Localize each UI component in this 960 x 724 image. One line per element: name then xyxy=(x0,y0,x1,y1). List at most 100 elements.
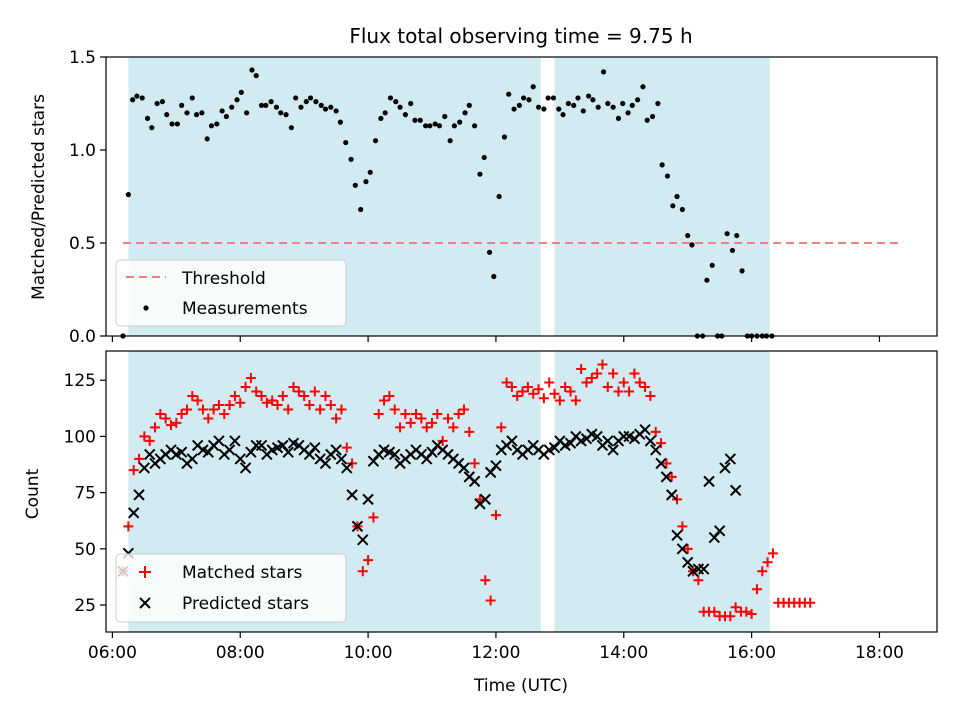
top-y-axis-label: Matched/Predicted stars xyxy=(29,94,49,300)
matched-star-point xyxy=(134,453,145,464)
predicted-star-point xyxy=(389,448,401,461)
matched-star-point xyxy=(602,381,613,392)
predicted-star-point xyxy=(676,543,689,555)
measurement-point xyxy=(640,84,646,90)
measurement-point xyxy=(575,95,581,101)
top-y-tick-label: 1.5 xyxy=(69,48,96,68)
matched-star-point xyxy=(666,471,677,482)
predicted-star-point xyxy=(346,489,358,501)
predicted-star-point xyxy=(335,453,348,465)
measurement-point xyxy=(586,93,592,99)
measurement-point xyxy=(664,173,671,179)
measurement-point xyxy=(189,95,195,101)
x-tick-label: 08:00 xyxy=(216,643,265,663)
matched-star-point xyxy=(597,359,608,370)
measurement-point xyxy=(179,102,185,108)
measurement-point xyxy=(550,95,557,101)
matched-star-point xyxy=(592,368,603,379)
measurement-point xyxy=(556,106,562,112)
matched-star-point xyxy=(746,609,757,620)
predicted-star-point xyxy=(602,435,614,447)
matched-star-point xyxy=(709,606,720,617)
matched-star-point xyxy=(203,413,214,424)
measurement-point xyxy=(679,206,685,213)
legend-measurements-label: Measurements xyxy=(182,299,308,319)
matched-star-point xyxy=(560,381,571,392)
measurement-point xyxy=(273,104,280,110)
measurement-point xyxy=(283,112,289,118)
matched-star-point xyxy=(187,390,198,401)
measurement-point xyxy=(333,108,339,114)
top-y-tick-label: 1.0 xyxy=(69,141,96,161)
predicted-star-point xyxy=(458,462,470,474)
matched-star-point xyxy=(176,408,187,419)
measurement-point xyxy=(530,84,536,90)
matched-star-point xyxy=(272,399,283,410)
measurement-point xyxy=(278,110,284,116)
measurement-point xyxy=(709,262,715,268)
matched-star-point xyxy=(139,431,150,442)
measurement-point xyxy=(169,121,175,127)
legend-threshold-label: Threshold xyxy=(181,269,266,289)
matched-star-point xyxy=(336,404,347,415)
measurement-point xyxy=(605,100,611,107)
measurement-point xyxy=(629,102,635,108)
bottom-y-axis: 25 50 75 100 125 xyxy=(64,371,106,616)
matched-star-point xyxy=(677,521,688,532)
matched-star-point xyxy=(517,386,528,397)
matched-star-point xyxy=(448,422,459,433)
predicted-star-point xyxy=(186,453,199,465)
measurement-point xyxy=(620,100,626,107)
measurement-point xyxy=(560,112,566,118)
matched-star-point xyxy=(293,386,304,397)
measurement-point xyxy=(511,106,517,112)
matched-star-point xyxy=(624,386,635,397)
matched-star-point xyxy=(656,438,667,449)
top-axes-frame xyxy=(105,56,938,337)
measurement-point xyxy=(382,110,388,116)
matched-star-point xyxy=(549,388,560,399)
measurement-point xyxy=(328,104,334,110)
top-y-axis: 0.0 0.5 1.0 1.5 xyxy=(69,48,106,347)
matched-star-point xyxy=(315,404,326,415)
predicted-star-point xyxy=(655,457,667,470)
predicted-star-points xyxy=(117,423,742,578)
predicted-star-point xyxy=(282,446,294,458)
matched-star-point xyxy=(299,390,310,401)
measurement-point xyxy=(234,97,240,103)
measurement-point xyxy=(313,99,319,105)
measurement-point xyxy=(526,97,532,103)
measurement-point xyxy=(199,110,205,116)
matched-star-point xyxy=(741,606,752,617)
measurement-point xyxy=(337,119,343,125)
measurement-point xyxy=(268,99,274,105)
matched-star-point xyxy=(757,566,768,577)
measurement-point xyxy=(472,123,478,129)
matched-star-point xyxy=(277,390,288,401)
measurement-point xyxy=(462,110,468,116)
measurement-point xyxy=(223,113,229,120)
predicted-star-point xyxy=(468,475,481,488)
measurement-point xyxy=(704,277,710,283)
bottom-y-tick-label: 75 xyxy=(74,484,96,504)
measurement-point xyxy=(184,110,190,116)
matched-star-point xyxy=(485,595,496,606)
measurement-point xyxy=(685,232,691,239)
measurement-point xyxy=(229,104,235,110)
matched-star-point xyxy=(528,388,539,399)
matched-star-point xyxy=(395,422,406,433)
measurement-point xyxy=(674,193,680,200)
predicted-star-point xyxy=(703,475,715,488)
matched-star-point xyxy=(533,384,544,395)
bottom-legend: Matched stars Predicted stars xyxy=(115,553,347,623)
predicted-star-point xyxy=(426,446,438,458)
measurement-point xyxy=(263,102,269,108)
matched-star-point xyxy=(427,417,438,428)
measurement-point xyxy=(427,123,433,129)
matched-star-point xyxy=(283,404,294,415)
measurement-point xyxy=(615,115,622,121)
predicted-star-point xyxy=(357,534,369,546)
matched-star-point xyxy=(251,386,262,397)
matched-star-point xyxy=(160,413,171,424)
matched-star-point xyxy=(155,408,166,419)
